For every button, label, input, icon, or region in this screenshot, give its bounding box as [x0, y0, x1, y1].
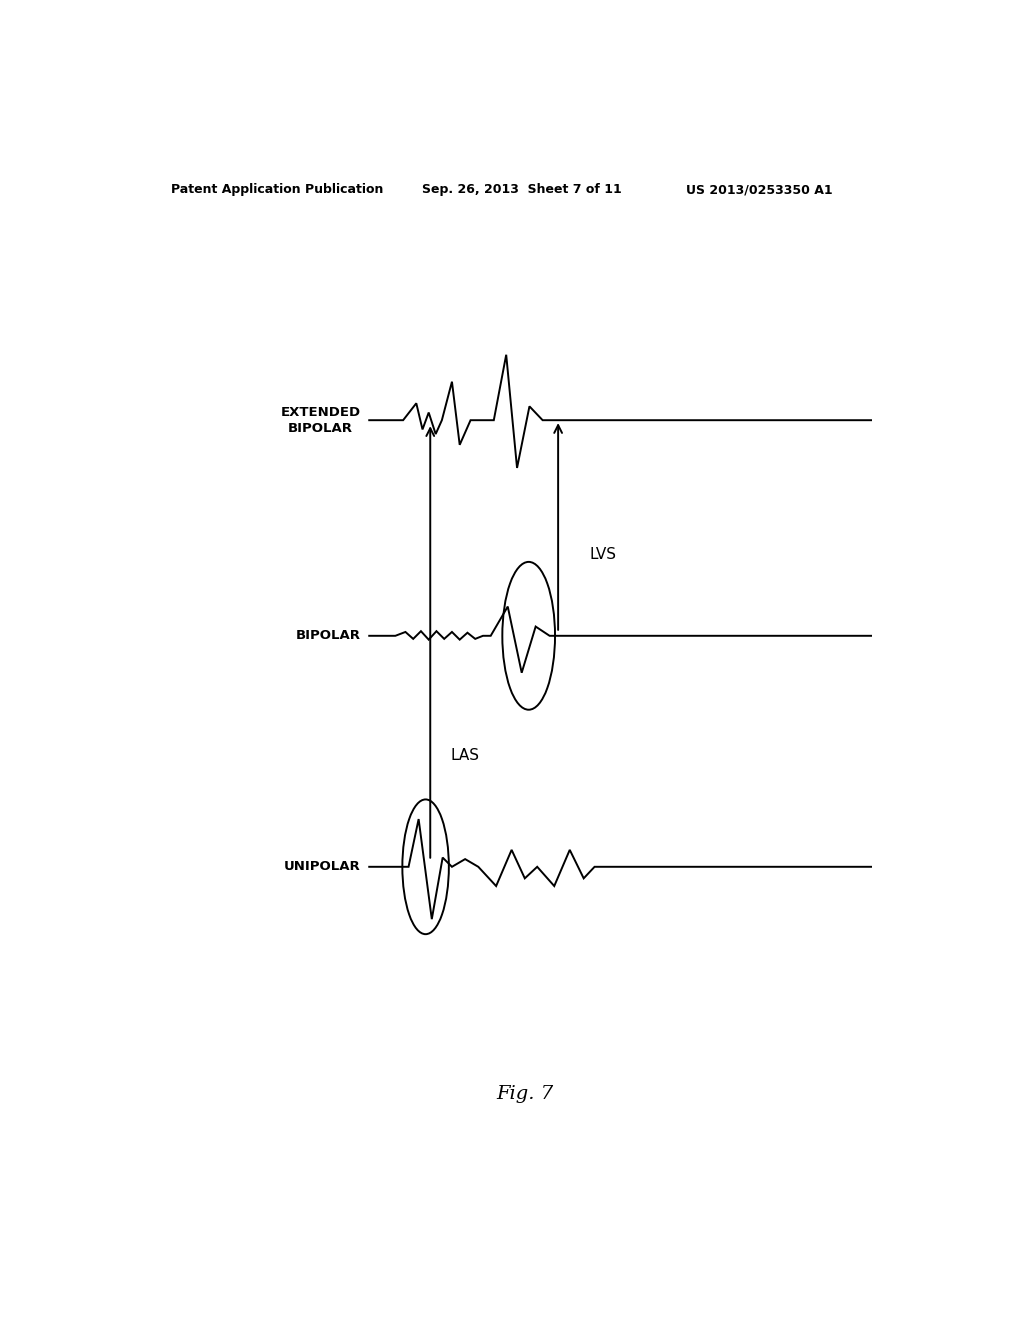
Text: LAS: LAS	[451, 747, 479, 763]
Text: Sep. 26, 2013  Sheet 7 of 11: Sep. 26, 2013 Sheet 7 of 11	[423, 183, 623, 197]
Text: Patent Application Publication: Patent Application Publication	[171, 183, 383, 197]
Text: LVS: LVS	[589, 548, 616, 562]
Text: EXTENDED
BIPOLAR: EXTENDED BIPOLAR	[281, 405, 360, 434]
Text: US 2013/0253350 A1: US 2013/0253350 A1	[686, 183, 833, 197]
Text: Fig. 7: Fig. 7	[497, 1085, 553, 1104]
Text: BIPOLAR: BIPOLAR	[296, 630, 360, 643]
Text: UNIPOLAR: UNIPOLAR	[284, 861, 360, 874]
